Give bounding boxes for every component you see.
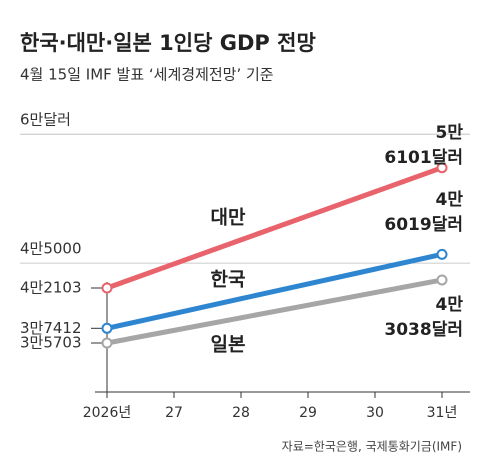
- x-tick-label: 2026년: [83, 405, 132, 421]
- end-marker: [101, 322, 113, 334]
- x-tick-label: 30: [366, 405, 384, 421]
- chart-title: 한국·대만·일본 1인당 GDP 전망: [20, 31, 316, 55]
- series-line: [106, 165, 443, 291]
- y-tick-label: 3만5703: [20, 333, 82, 351]
- x-tick-label: 27: [165, 405, 183, 421]
- series-line: [106, 277, 443, 346]
- source: 자료=한국은행, 국제통화기금(IMF): [282, 439, 462, 454]
- series-name: 한국: [211, 269, 246, 291]
- end-marker: [436, 248, 448, 260]
- value-label: 4만 3038달러: [384, 295, 463, 340]
- value-label: 4만 6019달러: [384, 190, 463, 235]
- series-name: 일본: [211, 334, 246, 356]
- series-line: [106, 251, 443, 331]
- value-label: 5만 6101달러: [384, 123, 463, 168]
- end-marker: [101, 282, 113, 294]
- y-tick-label: 6만달러: [20, 111, 71, 129]
- x-tick-label: 29: [299, 405, 317, 421]
- x-tick-label: 31년: [427, 405, 458, 421]
- y-tick-label: 3만7412: [20, 319, 82, 337]
- y-tick-label: 4만5000: [20, 240, 82, 258]
- series-name: 대만: [211, 207, 246, 229]
- end-marker: [436, 274, 448, 286]
- y-tick-label: 4만2103: [20, 278, 82, 296]
- end-marker: [101, 337, 113, 349]
- chart-subtitle: 4월 15일 IMF 발표 ‘세계경제전망’ 기준: [20, 66, 274, 84]
- end-marker: [436, 162, 448, 174]
- x-tick-label: 28: [232, 405, 250, 421]
